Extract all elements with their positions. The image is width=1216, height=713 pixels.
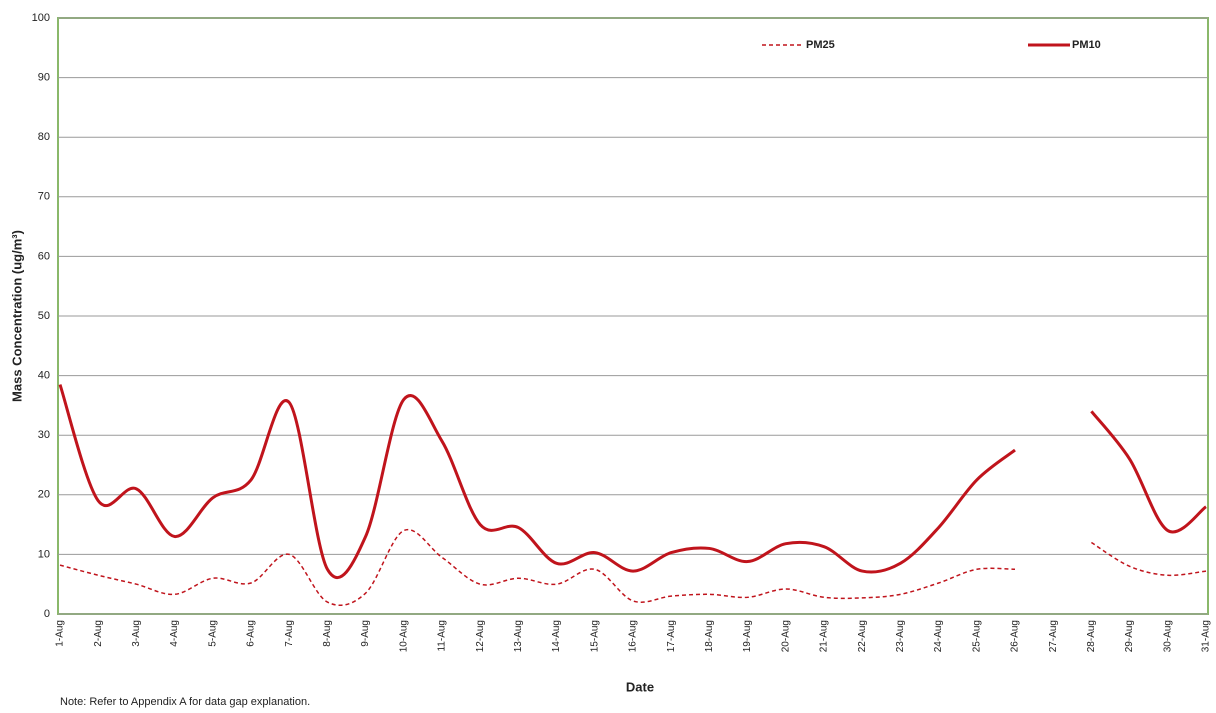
x-tick-label: 8-Aug — [322, 620, 333, 647]
x-tick-label: 9-Aug — [360, 620, 371, 647]
legend-label: PM10 — [1072, 39, 1101, 51]
x-tick-label: 6-Aug — [246, 620, 257, 647]
x-tick-label: 3-Aug — [131, 620, 142, 647]
y-tick-label: 50 — [38, 310, 50, 322]
x-tick-label: 22-Aug — [857, 620, 868, 652]
y-tick-label: 60 — [38, 250, 50, 262]
x-tick-label: 19-Aug — [742, 620, 753, 652]
x-tick-label: 23-Aug — [895, 620, 906, 652]
x-axis-label: Date — [626, 679, 654, 694]
x-tick-label: 27-Aug — [1048, 620, 1059, 652]
y-tick-label: 30 — [38, 429, 50, 441]
y-tick-label: 0 — [44, 608, 50, 620]
x-tick-label: 30-Aug — [1162, 620, 1173, 652]
x-tick-label: 15-Aug — [589, 620, 600, 652]
x-tick-label: 10-Aug — [398, 620, 409, 652]
y-tick-label: 10 — [38, 548, 50, 560]
x-tick-label: 2-Aug — [93, 620, 104, 647]
y-tick-label: 40 — [38, 370, 50, 382]
x-tick-label: 20-Aug — [780, 620, 791, 652]
x-tick-label: 25-Aug — [971, 620, 982, 652]
x-tick-label: 13-Aug — [513, 620, 524, 652]
x-tick-label: 31-Aug — [1201, 620, 1212, 652]
x-tick-label: 1-Aug — [55, 620, 66, 647]
x-tick-label: 5-Aug — [207, 620, 218, 647]
x-tick-label: 18-Aug — [704, 620, 715, 652]
y-tick-label: 80 — [38, 131, 50, 143]
series-line — [59, 528, 1207, 606]
y-tick-label: 100 — [32, 12, 50, 24]
series-line — [58, 384, 1207, 579]
x-tick-label: 12-Aug — [475, 620, 486, 652]
y-tick-label: 20 — [38, 489, 50, 501]
y-tick-label: 70 — [38, 191, 50, 203]
x-tick-label: 21-Aug — [819, 620, 830, 652]
note: Note: Refer to Appendix A for data gap e… — [60, 696, 310, 708]
x-tick-label: 14-Aug — [551, 620, 562, 652]
x-tick-label: 24-Aug — [933, 620, 944, 652]
x-tick-label: 26-Aug — [1010, 620, 1021, 652]
x-tick-label: 28-Aug — [1086, 620, 1097, 652]
x-tick-label: 29-Aug — [1124, 620, 1135, 652]
x-tick-label: 17-Aug — [666, 620, 677, 652]
x-tick-label: 16-Aug — [628, 620, 639, 652]
x-tick-label: 4-Aug — [169, 620, 180, 647]
legend-label: PM25 — [806, 39, 835, 51]
y-tick-label: 90 — [38, 72, 50, 84]
x-tick-label: 11-Aug — [437, 620, 448, 652]
x-tick-label: 7-Aug — [284, 620, 295, 647]
y-axis-label: Mass Concentration (ug/m³) — [9, 230, 24, 402]
